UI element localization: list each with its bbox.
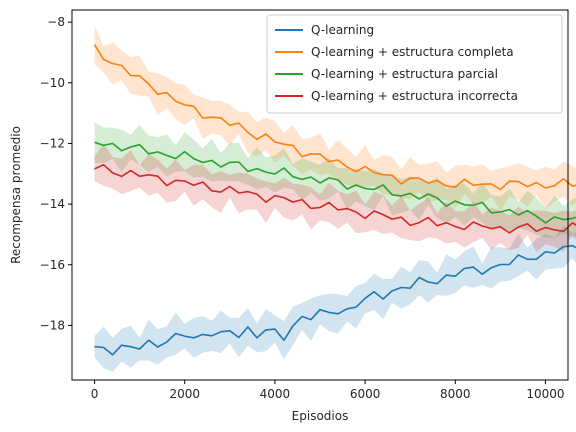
series-line-1 [93,44,576,191]
x-axis-ticks: 0 2000 4000 6000 8000 10000 [91,380,565,401]
x-tick-label: 6000 [350,387,381,401]
confidence-band-series-3 [94,143,576,252]
x-tick-label: 0 [91,387,99,401]
y-tick-label: −8 [47,15,65,29]
confidence-band-series-0 [94,225,576,372]
plot-frame [71,9,569,381]
y-axis-ticks: −18 −16 −14 −12 −10 −8 [40,15,72,332]
y-tick-label: −16 [40,258,65,272]
y-tick-label: −14 [40,197,65,211]
x-axis-label: Episodios [292,409,349,423]
y-tick-label: −12 [40,136,65,150]
y-tick-label: −10 [40,76,65,90]
y-axis-label: Recompensa promedio [9,126,23,264]
legend-box [266,14,563,114]
series-lines [93,44,576,356]
series-line-0 [94,244,576,356]
legend: Q-learning Q-learning + estructura comple… [266,14,563,114]
x-tick-label: 10000 [526,387,564,401]
x-tick-label: 8000 [440,387,471,401]
legend-label: Q-learning + estructura incorrecta [311,89,518,103]
legend-label: Q-learning + estructura parcial [311,67,498,81]
legend-label: Q-learning + estructura completa [311,45,514,59]
confidence-band-series-1 [94,25,576,211]
y-tick-label: −18 [40,318,65,332]
legend-label: Q-learning [311,23,374,37]
series-line-3 [94,163,576,234]
series-line-2 [94,141,576,224]
x-tick-label: 2000 [169,387,200,401]
x-tick-label: 4000 [260,387,291,401]
